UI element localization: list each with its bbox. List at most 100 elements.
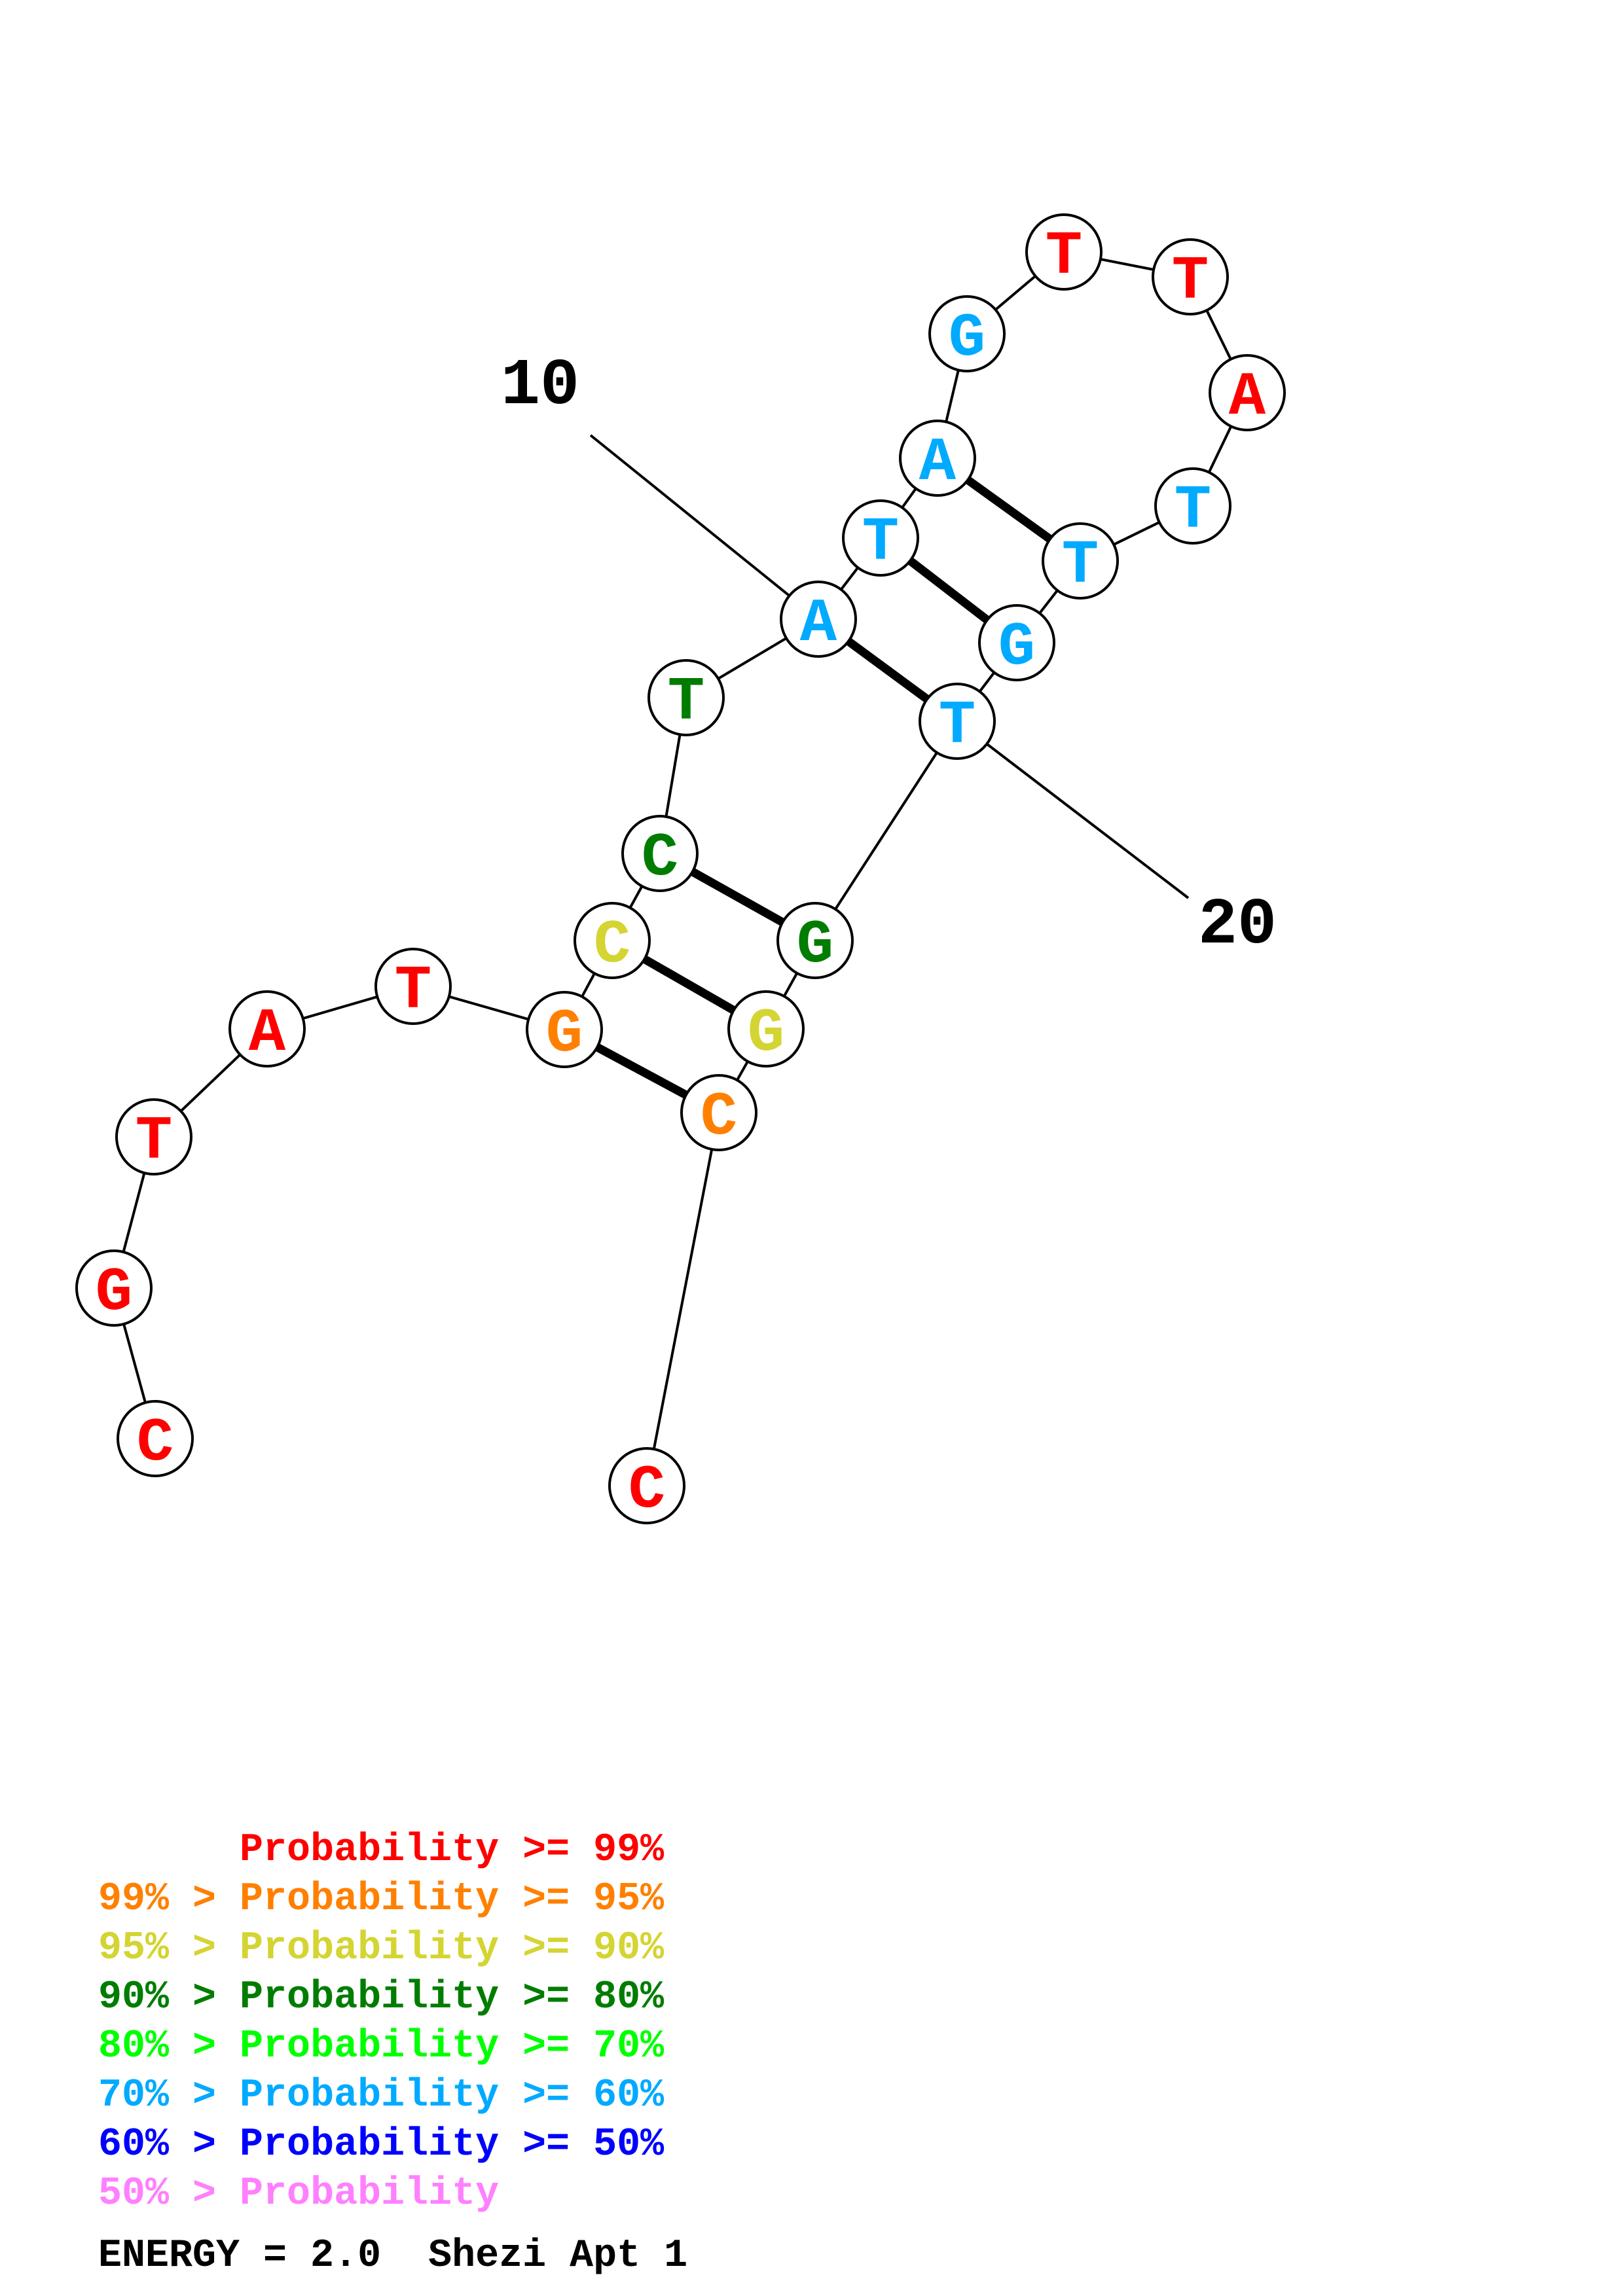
nucleotide-22: G bbox=[727, 990, 805, 1069]
legend-text: Probability >= 95% bbox=[240, 1877, 665, 1922]
nucleotide-base: T bbox=[668, 668, 704, 738]
legend-text: Probability >= 80% bbox=[240, 1975, 665, 2020]
nucleotide-8: C bbox=[621, 815, 699, 893]
nucleotide-base: G bbox=[96, 1259, 132, 1328]
nucleotide-17: T bbox=[1154, 467, 1231, 546]
nucleotide-circle bbox=[647, 659, 725, 736]
nucleotide-2: G bbox=[75, 1249, 153, 1328]
legend-row: 60% > Probability >= 50% bbox=[98, 2121, 664, 2170]
nucleotide-circle bbox=[780, 581, 857, 658]
energy-footer: ENERGY = 2.0 Shezi Apt 1 bbox=[98, 2234, 688, 2278]
nucleotide-20: T bbox=[919, 683, 996, 761]
position-labels: 10 20 bbox=[501, 350, 1277, 963]
nucleotide-19: G bbox=[978, 604, 1055, 683]
legend-prefix: 70% > bbox=[98, 2073, 240, 2118]
legend-prefix: 99% > bbox=[98, 1877, 240, 1922]
backbone-segment bbox=[646, 1112, 720, 1486]
position-leader-line bbox=[589, 434, 820, 620]
base-pair-bonds bbox=[562, 454, 1083, 1117]
nucleotide-base: A bbox=[800, 590, 837, 659]
nucleotide-base: T bbox=[939, 692, 976, 761]
nucleotide-base: T bbox=[1172, 247, 1209, 317]
nucleotide-circle bbox=[928, 295, 1006, 372]
nucleotide-16: A bbox=[1209, 354, 1286, 433]
legend-prefix: 50% > bbox=[98, 2172, 240, 2216]
nucleotide-circle bbox=[899, 420, 976, 497]
nucleotide-circle bbox=[115, 1098, 192, 1175]
nucleotide-24: C bbox=[608, 1447, 685, 1526]
legend-text: Probability >= 70% bbox=[240, 2024, 665, 2069]
nucleotide-base: A bbox=[1229, 363, 1266, 433]
nucleotide-4: A bbox=[228, 990, 306, 1069]
legend-prefix: 90% > bbox=[98, 1975, 240, 2020]
position-label-leaders bbox=[589, 434, 1190, 899]
position-label: 20 bbox=[1198, 889, 1277, 963]
nucleotide-circle bbox=[842, 499, 919, 577]
nucleotide-7: C bbox=[574, 902, 651, 980]
nucleotide-circle bbox=[1152, 238, 1229, 315]
nucleotide-base: T bbox=[136, 1107, 172, 1177]
legend-text: Probability >= 90% bbox=[240, 1926, 665, 1971]
nucleotide-base: T bbox=[1062, 531, 1099, 601]
legend-row: 90% > Probability >= 80% bbox=[98, 1973, 664, 2022]
nucleotide-circle bbox=[1154, 467, 1231, 545]
nucleotide-circle bbox=[776, 902, 854, 979]
legend-text: Probability >= 60% bbox=[240, 2073, 665, 2118]
nucleotide-base: G bbox=[998, 613, 1035, 683]
position-leader-line bbox=[956, 720, 1190, 899]
legend-row: 70% > Probability >= 60% bbox=[98, 2072, 664, 2121]
nucleotide-base: C bbox=[701, 1083, 737, 1153]
legend-prefix: 60% > bbox=[98, 2123, 240, 2167]
nucleotide-base: C bbox=[642, 824, 678, 893]
nucleotide-circle bbox=[919, 683, 996, 760]
nucleotide-circle bbox=[117, 1400, 194, 1477]
nucleotide-base: G bbox=[748, 999, 784, 1069]
legend-text: Probability >= 99% bbox=[240, 1828, 665, 1873]
nucleotide-12: A bbox=[899, 420, 976, 498]
nucleotide-6: G bbox=[526, 991, 603, 1069]
nucleotide-10: A bbox=[780, 581, 857, 659]
nucleotide-circle bbox=[621, 815, 699, 892]
nucleotide-circle bbox=[75, 1249, 153, 1327]
nucleotide-circle bbox=[1209, 354, 1286, 431]
nucleotide-circle bbox=[727, 990, 805, 1067]
nucleotide-11: T bbox=[842, 499, 919, 578]
backbone-segment bbox=[814, 720, 958, 942]
nucleotide-base: C bbox=[137, 1409, 173, 1479]
nucleotide-circle bbox=[978, 604, 1055, 681]
nucleotide-circle bbox=[526, 991, 603, 1068]
nucleotide-21: G bbox=[776, 902, 854, 980]
legend-row: 95% > Probability >= 90% bbox=[98, 1924, 664, 1973]
nucleotide-base: G bbox=[546, 1000, 583, 1069]
legend-prefix: 80% > bbox=[98, 2024, 240, 2069]
legend-row: 99% > Probability >= 95% bbox=[98, 1875, 664, 1924]
nucleotide-circle bbox=[228, 990, 306, 1067]
nucleotide-circle bbox=[574, 902, 651, 979]
nucleotide-base: T bbox=[1175, 476, 1211, 546]
nucleotide-base: T bbox=[862, 509, 899, 578]
position-label: 10 bbox=[501, 350, 579, 423]
nucleotide-circle bbox=[680, 1074, 757, 1151]
nucleotide-5: T bbox=[374, 948, 452, 1026]
nucleotide-base: A bbox=[249, 999, 286, 1069]
legend-text: Probability bbox=[240, 2172, 500, 2216]
nucleotide-base: T bbox=[395, 957, 431, 1026]
legend-prefix bbox=[98, 1828, 240, 1873]
nucleotide-circle bbox=[1025, 213, 1103, 291]
legend-row: 80% > Probability >= 70% bbox=[98, 2022, 664, 2072]
legend-prefix: 95% > bbox=[98, 1926, 240, 1971]
nucleotide-base: A bbox=[919, 429, 957, 498]
legend-text: Probability >= 50% bbox=[240, 2123, 665, 2167]
nucleotide-14: T bbox=[1025, 213, 1103, 292]
nucleotide-base: C bbox=[594, 911, 630, 980]
nucleotide-circle bbox=[608, 1447, 685, 1524]
nucleotide-circle bbox=[1042, 522, 1119, 600]
nucleotide-1: C bbox=[117, 1400, 194, 1479]
nucleotide-13: G bbox=[928, 295, 1006, 374]
nucleotide-circle bbox=[374, 948, 452, 1025]
nucleotide-base: T bbox=[1046, 223, 1082, 292]
legend-row: 50% > Probability bbox=[98, 2170, 664, 2219]
nucleotide-15: T bbox=[1152, 238, 1229, 317]
nucleotide-3: T bbox=[115, 1098, 192, 1177]
